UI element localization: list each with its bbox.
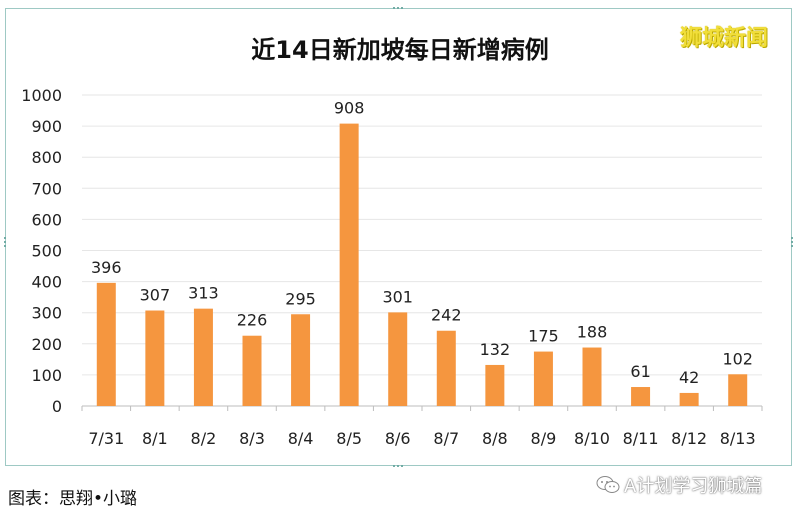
bar-data-label: 396	[91, 258, 122, 277]
y-tick-label: 300	[31, 304, 62, 323]
bar	[582, 347, 602, 406]
resize-handle-bottom[interactable]	[392, 464, 404, 468]
x-tick-label: 8/4	[288, 429, 314, 448]
y-tick-label: 200	[31, 335, 62, 354]
resize-handle-top[interactable]	[392, 6, 404, 10]
bar	[291, 314, 311, 406]
wechat-watermark: A计划学习狮城篇	[596, 472, 762, 498]
bar-data-label: 295	[285, 289, 316, 308]
x-tick-label: 8/10	[574, 429, 610, 448]
bars	[96, 123, 748, 406]
bar-data-label: 301	[382, 287, 413, 306]
bar	[145, 310, 165, 406]
watermark-logo: 狮城新闻	[680, 26, 769, 51]
x-tick-label: 8/13	[720, 429, 756, 448]
wechat-account-name: A计划学习狮城篇	[624, 476, 763, 497]
bar-data-label: 313	[188, 284, 219, 303]
bar	[436, 330, 456, 406]
x-tick-label: 8/8	[482, 429, 508, 448]
y-tick-label: 600	[31, 210, 62, 229]
bar-data-label: 226	[237, 311, 268, 330]
x-tick-label: 8/9	[531, 429, 557, 448]
y-tick-label: 700	[31, 179, 62, 198]
y-tick-label: 500	[31, 242, 62, 261]
bar	[631, 387, 651, 406]
y-tick-label: 1000	[21, 86, 62, 105]
figure-caption: 图表：思翔•小璐	[8, 489, 138, 509]
x-tick-label: 8/6	[385, 429, 411, 448]
resize-handle-right[interactable]	[790, 236, 794, 248]
bar	[728, 374, 748, 406]
y-tick-label: 400	[31, 273, 62, 292]
data-labels: 396 307 313 226 295 908 301 242 132 175 188 61 42 102	[91, 99, 753, 387]
bar	[96, 282, 116, 406]
bar	[339, 123, 359, 406]
y-tick-label: 800	[31, 148, 62, 167]
x-tick-label: 7/31	[88, 429, 124, 448]
bar-data-label: 61	[630, 362, 650, 381]
x-tick-label: 8/2	[191, 429, 217, 448]
x-tick-label: 8/11	[623, 429, 659, 448]
x-tick-label: 8/3	[239, 429, 265, 448]
bar	[193, 308, 213, 406]
y-axis: 0 100 200 300 400 500 600 700 800 900 1000	[21, 86, 62, 416]
bar	[533, 351, 553, 406]
bar	[485, 364, 505, 406]
bar	[388, 312, 408, 406]
resize-handle-left[interactable]	[3, 236, 7, 248]
x-tick-label: 8/1	[142, 429, 168, 448]
bar	[679, 392, 699, 406]
x-tick-label: 8/12	[671, 429, 707, 448]
bar-data-label: 132	[480, 340, 511, 359]
y-tick-label: 900	[31, 117, 62, 136]
bar-data-label: 42	[679, 368, 699, 387]
bar	[242, 335, 262, 406]
wechat-icon	[596, 476, 620, 493]
bar-data-label: 307	[140, 286, 171, 305]
chart-title: 近14日新加坡每日新增病例	[251, 36, 548, 64]
bar-data-label: 242	[431, 306, 462, 325]
y-tick-label: 100	[31, 366, 62, 385]
bar-data-label: 175	[528, 327, 559, 346]
grid-lines	[82, 94, 762, 407]
x-tick-label: 8/7	[433, 429, 459, 448]
x-axis: 7/31 8/1 8/2 8/3 8/4 8/5 8/6 8/7 8/8 8/9 8/10 8/11 8…	[81, 406, 763, 448]
bar-data-label: 102	[722, 349, 753, 368]
y-tick-label: 0	[52, 397, 62, 416]
x-tick-label: 8/5	[336, 429, 362, 448]
bar-data-label: 908	[334, 99, 365, 118]
bar-data-label: 188	[577, 323, 608, 342]
